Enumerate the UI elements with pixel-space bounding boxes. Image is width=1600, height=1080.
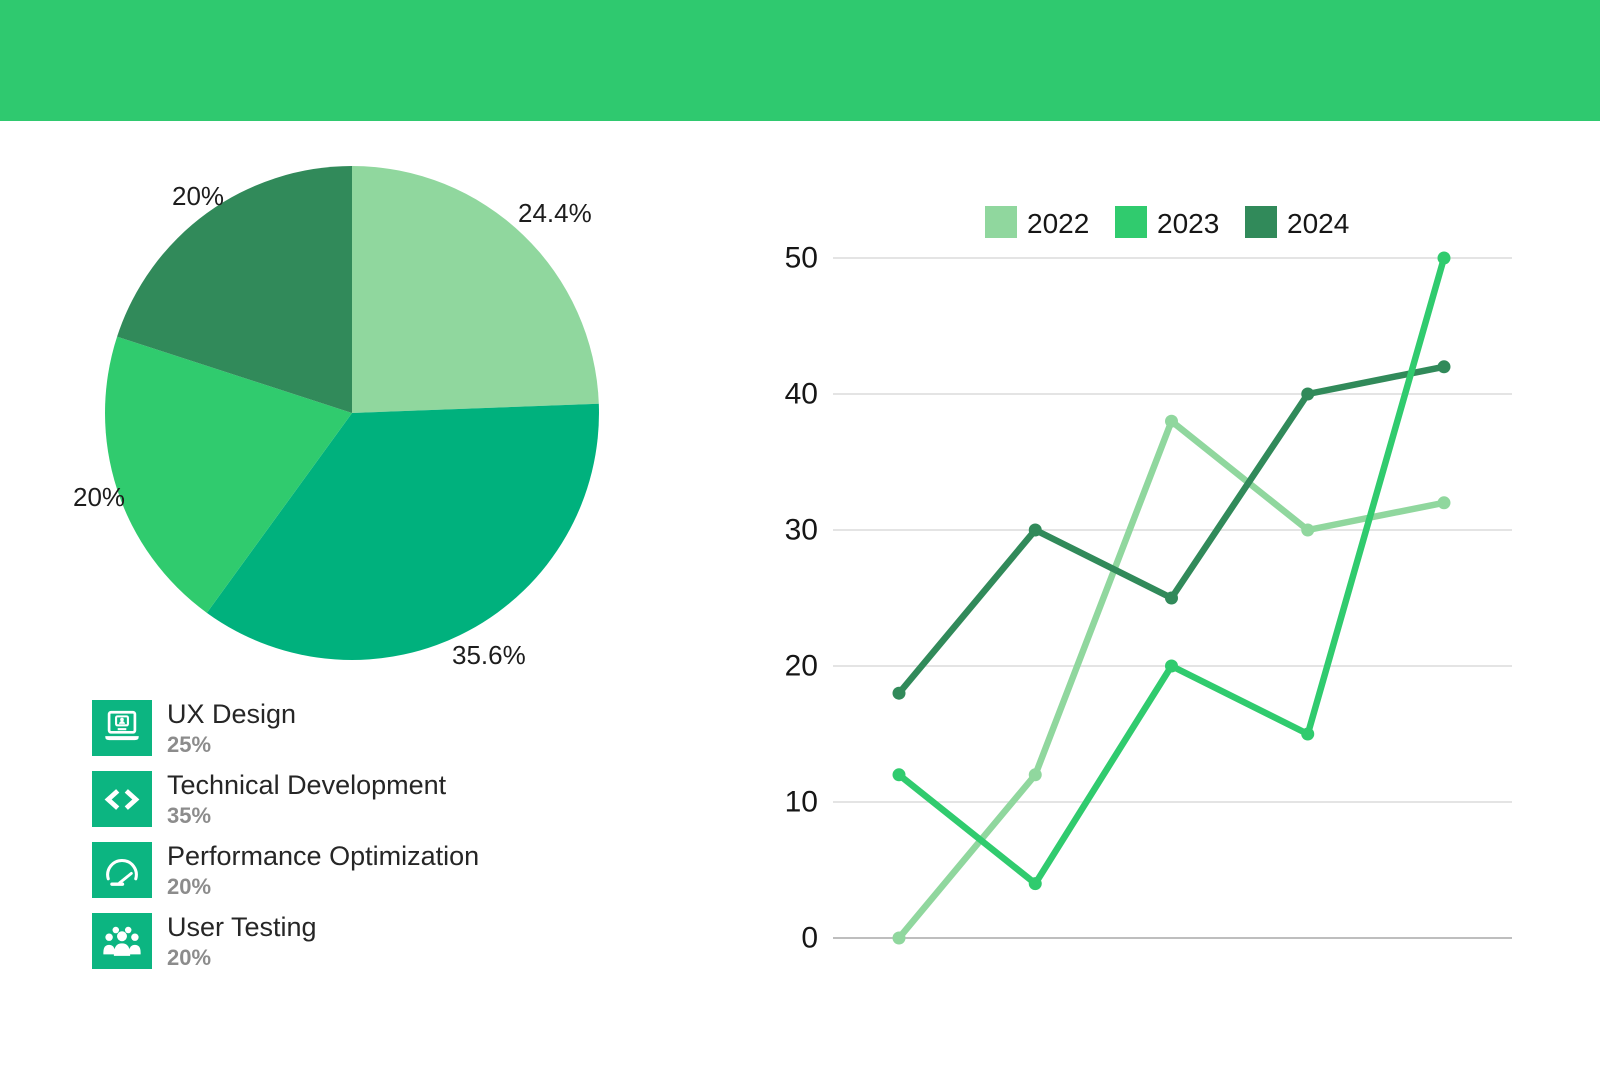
svg-text:30: 30 [785, 514, 818, 547]
breakdown-texts: Technical Development 35% [167, 770, 447, 828]
svg-text:2022: 2022 [1027, 208, 1089, 239]
svg-text:2023: 2023 [1157, 208, 1219, 239]
list-item: UX Design 25% [92, 700, 479, 756]
code-icon [92, 771, 152, 827]
people-icon [92, 913, 152, 969]
breakdown-texts: Performance Optimization 20% [167, 841, 480, 899]
breakdown-percent: 35% [167, 802, 212, 828]
breakdown-legend: UX Design 25% Technical Development 35% [92, 700, 479, 984]
line-chart: 0 10 20 30 40 50 2022 2023 2024 [785, 206, 1512, 955]
svg-text:0: 0 [801, 922, 818, 955]
list-item: User Testing 20% [92, 913, 479, 969]
breakdown-percent: 20% [167, 944, 212, 970]
breakdown-texts: User Testing 20% [167, 912, 317, 970]
pie-slice-label: 20% [73, 482, 126, 512]
breakdown-label: Performance Optimization [167, 841, 480, 872]
list-item: Technical Development 35% [92, 771, 479, 827]
svg-text:10: 10 [785, 786, 818, 819]
svg-text:20: 20 [785, 650, 818, 683]
breakdown-label: UX Design [167, 699, 297, 730]
pie-slice-label: 35.6% [452, 640, 526, 670]
pie-chart [104, 166, 599, 660]
list-item: Performance Optimization 20% [92, 842, 479, 898]
breakdown-label: Technical Development [167, 770, 447, 801]
pie-slice-label: 20% [172, 181, 225, 211]
breakdown-label: User Testing [167, 912, 317, 943]
breakdown-percent: 25% [167, 731, 212, 757]
breakdown-texts: UX Design 25% [167, 699, 297, 757]
gauge-icon [92, 842, 152, 898]
svg-text:50: 50 [785, 242, 818, 275]
svg-text:2024: 2024 [1287, 208, 1349, 239]
header-bar [0, 0, 1600, 121]
svg-text:40: 40 [785, 378, 818, 411]
breakdown-percent: 20% [167, 873, 212, 899]
pie-slice-label: 24.4% [518, 198, 592, 228]
laptop-user-icon [92, 700, 152, 756]
